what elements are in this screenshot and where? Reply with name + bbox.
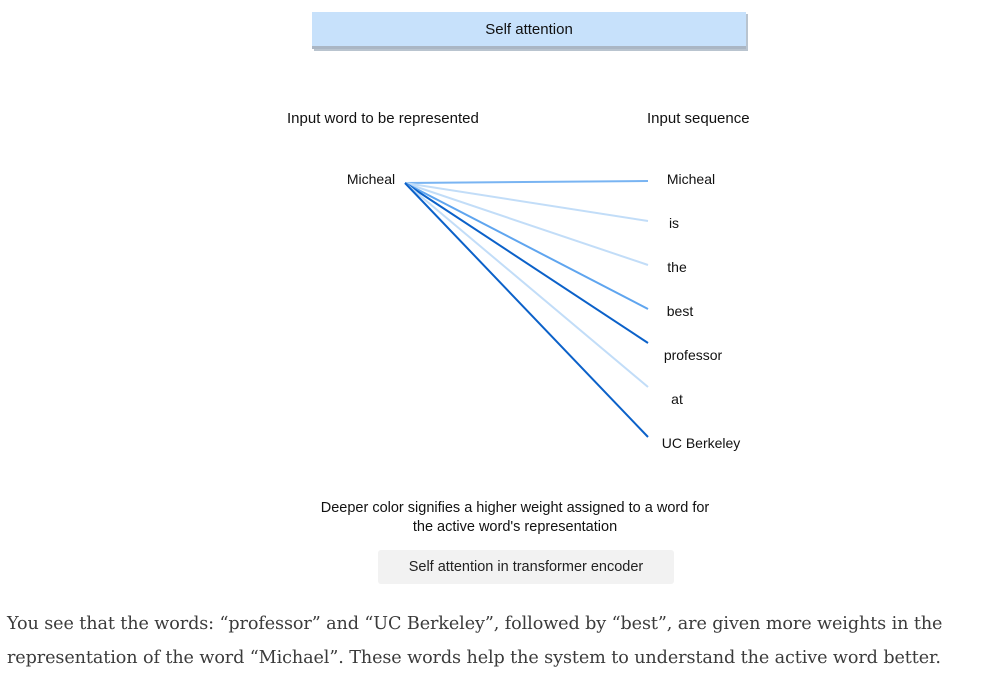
sequence-word-3: best [666, 303, 694, 319]
sequence-word-4: professor [663, 347, 723, 363]
attention-line-2 [404, 182, 649, 266]
left-header: Input word to be represented [287, 110, 479, 127]
source-word: Micheal [346, 171, 396, 187]
diagram-title: Self attention [312, 12, 746, 49]
attention-line-5 [404, 182, 649, 388]
attention-line-3 [404, 182, 649, 310]
figure-caption: Self attention in transformer encoder [378, 550, 674, 584]
attention-line-6 [404, 182, 649, 438]
diagram-note: Deeper color signifies a higher weight a… [320, 500, 710, 535]
attention-line-1 [404, 182, 649, 222]
right-header: Input sequence [647, 110, 750, 127]
attention-line-0 [404, 180, 649, 184]
sequence-word-6: UC Berkeley [661, 435, 741, 451]
sequence-word-0: Micheal [666, 171, 716, 187]
sequence-word-5: at [671, 391, 683, 407]
sequence-word-2: the [667, 259, 687, 275]
body-paragraph: You see that the words: “professor” and … [7, 614, 943, 668]
sequence-word-1: is [668, 215, 680, 231]
attention-line-4 [404, 182, 649, 344]
